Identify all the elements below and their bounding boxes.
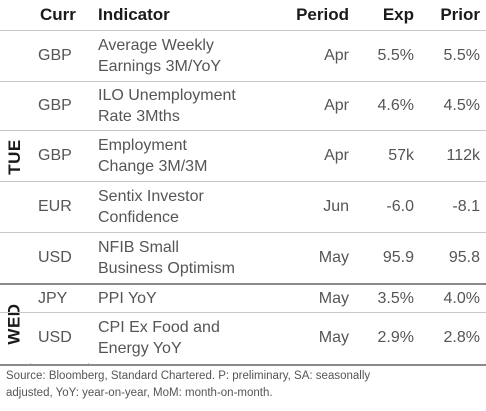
indicator-line2: Confidence [98, 209, 179, 226]
cell-curr: EUR [38, 198, 72, 215]
cell-prior: 4.0% [443, 289, 480, 307]
indicator-line1: PPI YoY [98, 290, 157, 307]
table-bottom-border [0, 364, 486, 366]
cell-curr: GBP [38, 47, 72, 64]
cell-exp: 5.5% [377, 47, 414, 64]
cell-indicator: Employment Change 3M/3M [98, 131, 318, 181]
indicator-line1: Sentix Investor [98, 188, 204, 205]
indicator-line2: Energy YoY [98, 340, 182, 357]
cell-curr: GBP [38, 147, 72, 164]
header-curr: Curr [40, 5, 76, 24]
footnote-line1: Source: Bloomberg, Standard Chartered. P… [6, 370, 371, 382]
footnote-line2: adjusted, YoY: year-on-year, MoM: month-… [6, 387, 273, 399]
header-period: Period [296, 5, 349, 24]
source-footnote: Source: Bloomberg, Standard Chartered. P… [6, 368, 482, 402]
cell-curr: GBP [38, 97, 72, 114]
cell-exp: 95.9 [382, 249, 414, 266]
cell-prior: 112k [446, 147, 480, 164]
indicator-line1: Employment [98, 137, 187, 154]
table-row: USD NFIB Small Business Optimism May 95.… [30, 233, 486, 283]
cell-exp: 2.9% [377, 329, 414, 346]
cell-prior: 5.5% [443, 47, 480, 64]
cell-curr: JPY [38, 289, 68, 307]
cell-period: Apr [324, 47, 349, 64]
cell-indicator: PPI YoY [98, 285, 318, 312]
cell-period: May [318, 289, 349, 307]
day-label-text: TUE [5, 138, 24, 175]
row-divider [0, 181, 486, 182]
header-divider [0, 30, 486, 31]
cell-exp: 3.5% [377, 289, 414, 307]
table-row: EUR Sentix Investor Confidence Jun -6.0 … [30, 182, 486, 232]
header-indicator: Indicator [98, 5, 170, 24]
cell-indicator: ILO Unemployment Rate 3Mths [98, 82, 318, 130]
cell-curr: USD [38, 249, 72, 266]
cell-prior: 2.8% [443, 329, 480, 346]
cell-period: Apr [324, 147, 349, 164]
day-label-wed: WED [0, 284, 30, 364]
cell-indicator: NFIB Small Business Optimism [98, 233, 318, 283]
day-label-text: WED [5, 303, 25, 345]
indicator-line2: Earnings 3M/YoY [98, 58, 222, 75]
cell-exp: 57k [388, 147, 414, 164]
header-exp: Exp [382, 5, 414, 24]
cell-prior: 95.8 [448, 249, 480, 266]
row-divider [0, 312, 486, 313]
row-divider [0, 130, 486, 131]
cell-prior: 4.5% [443, 97, 480, 114]
cell-indicator: CPI Ex Food and Energy YoY [98, 313, 318, 363]
table-row: GBP ILO Unemployment Rate 3Mths Apr 4.6%… [30, 82, 486, 130]
table-row: GBP Average Weekly Earnings 3M/YoY Apr 5… [30, 31, 486, 81]
cell-period: Jun [323, 198, 349, 215]
cell-prior: -8.1 [452, 198, 480, 215]
table-row: USD CPI Ex Food and Energy YoY May 2.9% … [30, 313, 486, 363]
cell-period: Apr [324, 97, 349, 114]
indicator-line2: Business Optimism [98, 260, 235, 277]
indicator-line1: NFIB Small [98, 239, 179, 256]
indicator-line2: Change 3M/3M [98, 158, 208, 175]
cell-curr: USD [38, 329, 72, 346]
row-divider [0, 232, 486, 233]
indicator-line1: ILO Unemployment [98, 87, 236, 104]
indicator-line1: Average Weekly [98, 37, 214, 54]
cell-indicator: Sentix Investor Confidence [98, 182, 318, 232]
cell-period: May [318, 249, 349, 266]
cell-period: May [318, 329, 349, 346]
table-header: Curr Indicator Period Exp Prior [0, 0, 486, 31]
cell-exp: 4.6% [377, 97, 414, 114]
day-label-tue: TUE [0, 31, 30, 282]
row-divider [0, 81, 486, 82]
table-row: JPY PPI YoY May 3.5% 4.0% [30, 285, 486, 312]
indicator-line1: CPI Ex Food and [98, 319, 220, 336]
header-prior: Prior [440, 5, 480, 24]
day-divider [0, 283, 486, 285]
table-row: GBP Employment Change 3M/3M Apr 57k 112k [30, 131, 486, 181]
cell-exp: -6.0 [386, 198, 414, 215]
indicator-line2: Rate 3Mths [98, 108, 180, 125]
cell-indicator: Average Weekly Earnings 3M/YoY [98, 31, 318, 81]
